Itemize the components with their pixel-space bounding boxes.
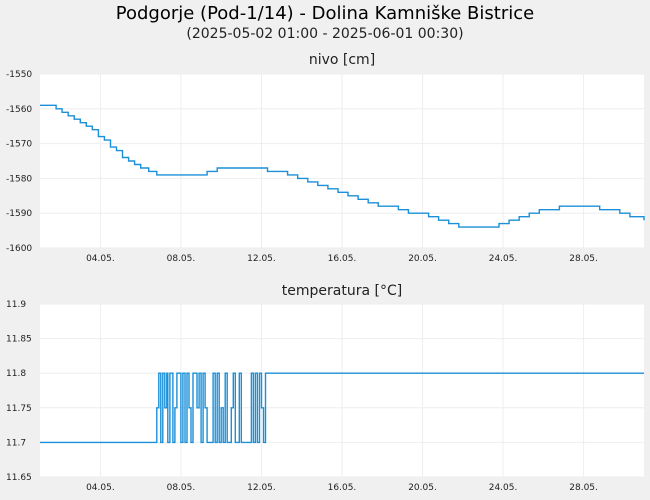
x-tick-label: 08.05. bbox=[167, 483, 196, 493]
y-tick-label: -1570 bbox=[6, 140, 32, 150]
chart-title: Podgorje (Pod-1/14) - Dolina Kamniške Bi… bbox=[115, 3, 535, 24]
y-tick-label: 11.7 bbox=[6, 438, 26, 448]
x-tick-label: 12.05. bbox=[247, 483, 276, 493]
y-tick-label: -1580 bbox=[6, 174, 32, 184]
x-tick-label: 16.05. bbox=[328, 483, 357, 493]
x-tick-label: 12.05. bbox=[247, 254, 276, 264]
chart-title-2: temperatura [°C] bbox=[282, 283, 402, 299]
x-tick-label: 08.05. bbox=[167, 254, 196, 264]
chart-title-1: nivo [cm] bbox=[309, 52, 375, 68]
y-tick-label: 11.9 bbox=[6, 300, 26, 310]
y-tick-label: 11.8 bbox=[6, 369, 26, 379]
chart-1: nivo [cm] -1550 -1560 -1570 -1580 -1590 -1600 0… bbox=[6, 52, 645, 264]
x-tick-label: 24.05. bbox=[489, 254, 518, 264]
y-tick-label: 11.85 bbox=[6, 335, 32, 345]
y-tick-label: -1550 bbox=[6, 70, 32, 80]
x-tick-label: 28.05. bbox=[569, 483, 598, 493]
series-line-nivo bbox=[40, 104, 645, 228]
x-tick-label: 28.05. bbox=[569, 254, 598, 264]
y-tick-label: 11.65 bbox=[6, 473, 32, 483]
chart-2: temperatura [°C] 11.65 11.7 11.75 11.8 11.85 1… bbox=[6, 283, 644, 493]
y-tick-label: 11.75 bbox=[6, 404, 32, 414]
x-tick-label: 16.05. bbox=[328, 254, 357, 264]
x-tick-label: 20.05. bbox=[408, 483, 437, 493]
y-tick-label: -1560 bbox=[6, 105, 32, 115]
x-tick-label: 04.05. bbox=[86, 254, 115, 264]
y-tick-label: -1600 bbox=[6, 244, 32, 254]
x-tick-label: 04.05. bbox=[86, 483, 115, 493]
y-tick-label: -1590 bbox=[6, 209, 32, 219]
x-tick-label: 20.05. bbox=[408, 254, 437, 264]
x-tick-label: 24.05. bbox=[489, 483, 518, 493]
chart-subtitle: (2025-05-02 01:00 - 2025-06-01 00:30) bbox=[186, 26, 464, 42]
series-line-temperatura bbox=[40, 372, 644, 444]
